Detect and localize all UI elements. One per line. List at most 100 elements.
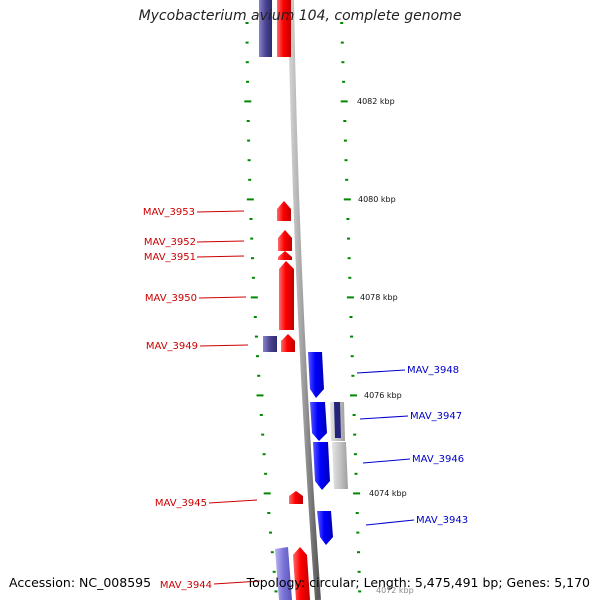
leader-mav-3949 xyxy=(199,344,249,347)
tick-left xyxy=(254,335,258,338)
scale-label-4074: 4074 kbp xyxy=(369,489,407,498)
leader-mav-3951 xyxy=(196,255,245,258)
label-mav-3947[interactable]: MAV_3947 xyxy=(410,411,462,422)
tick-left xyxy=(245,41,249,44)
gene-mav-3953[interactable] xyxy=(277,201,291,221)
gene-mav-3947-dark[interactable] xyxy=(334,402,341,438)
tick-right xyxy=(352,414,356,416)
gene-mav-3945[interactable] xyxy=(289,491,303,504)
label-mav-3951[interactable]: MAV_3951 xyxy=(144,252,196,263)
tick-left xyxy=(250,237,254,240)
leader-mav-3945 xyxy=(208,499,258,504)
tick-left xyxy=(246,120,250,122)
tick-left xyxy=(256,394,264,397)
label-mav-3944[interactable]: MAV_3944 xyxy=(160,580,212,591)
tick-left xyxy=(253,316,257,318)
tick-left xyxy=(246,80,249,83)
gene-mav-3952[interactable] xyxy=(278,230,292,251)
tick-right xyxy=(357,551,360,554)
tick-right xyxy=(356,531,360,534)
gene-mav-3943[interactable] xyxy=(317,511,333,545)
tick-right xyxy=(353,453,357,456)
scale-label-4080: 4080 kbp xyxy=(358,195,396,204)
label-mav-3953[interactable]: MAV_3953 xyxy=(143,207,195,218)
tick-left xyxy=(262,453,266,456)
tick-right xyxy=(353,433,357,436)
label-mav-3948[interactable]: MAV_3948 xyxy=(407,365,459,376)
tick-left xyxy=(256,355,259,358)
tick-left xyxy=(267,512,271,514)
gene-top-lavender[interactable] xyxy=(259,0,272,57)
gene-mav-3949[interactable] xyxy=(281,334,295,352)
tick-left xyxy=(272,570,276,573)
label-mav-3946[interactable]: MAV_3946 xyxy=(412,454,464,465)
accession-text: Accession: NC_008595 xyxy=(9,575,152,590)
scale-label-4082: 4082 kbp xyxy=(357,97,395,106)
tick-left xyxy=(274,590,278,593)
label-mav-3945[interactable]: MAV_3945 xyxy=(155,498,207,509)
tick-left xyxy=(270,551,274,554)
tick-left xyxy=(251,257,254,260)
forward-strand-genes xyxy=(259,0,310,600)
gene-mav-3944[interactable] xyxy=(293,547,310,600)
leader-mav-3952 xyxy=(196,240,245,243)
tick-left xyxy=(261,433,265,436)
scale-label-4076: 4076 kbp xyxy=(364,391,402,400)
tick-left xyxy=(269,531,272,534)
leader-mav-3947 xyxy=(359,415,409,420)
scale-ticks xyxy=(244,22,362,593)
tick-right xyxy=(346,296,354,299)
gene-mav-3950[interactable] xyxy=(279,261,294,330)
gene-mav-3946-grey[interactable] xyxy=(332,442,348,489)
tick-right xyxy=(343,198,351,201)
gene-mav-3949-partner[interactable] xyxy=(263,336,277,352)
gene-top-red[interactable] xyxy=(277,0,291,57)
reverse-strand-genes xyxy=(308,352,348,545)
tick-right xyxy=(350,335,354,338)
label-mav-3952[interactable]: MAV_3952 xyxy=(144,237,196,248)
gene-mav-3948[interactable] xyxy=(308,352,324,398)
tick-right xyxy=(345,178,349,181)
tick-right xyxy=(350,394,357,397)
tick-right xyxy=(347,237,350,240)
leader-mav-3946 xyxy=(362,458,411,464)
tick-left xyxy=(259,414,263,416)
tick-right xyxy=(355,512,359,514)
tick-right xyxy=(340,22,344,24)
tick-left xyxy=(249,218,253,220)
tick-left xyxy=(244,100,252,103)
leader-mav-3948 xyxy=(356,369,406,374)
tick-right xyxy=(343,139,347,142)
leader-mav-3944 xyxy=(213,580,261,585)
tick-left xyxy=(247,159,251,162)
tick-right xyxy=(358,590,362,593)
leader-mav-3953 xyxy=(196,210,245,213)
tick-right xyxy=(349,316,353,318)
tick-left xyxy=(245,22,249,24)
tick-right xyxy=(357,570,361,573)
gene-mav-3951[interactable] xyxy=(278,251,292,260)
tick-left xyxy=(263,492,271,495)
tick-right xyxy=(354,472,358,475)
tick-right xyxy=(344,159,348,162)
gene-mav-3944-lavender[interactable] xyxy=(275,547,292,600)
genome-backbone xyxy=(288,0,321,600)
label-mav-3950[interactable]: MAV_3950 xyxy=(145,293,197,304)
tick-left xyxy=(264,472,268,475)
tick-right xyxy=(353,492,361,495)
gene-mav-3946[interactable] xyxy=(313,442,330,490)
tick-right xyxy=(340,41,344,44)
tick-right xyxy=(342,80,346,83)
tick-left xyxy=(251,276,255,279)
tick-right xyxy=(347,257,351,260)
gene-mav-3947[interactable] xyxy=(310,402,327,441)
tick-left xyxy=(257,374,261,377)
tick-left xyxy=(245,61,249,64)
label-mav-3949[interactable]: MAV_3949 xyxy=(146,341,198,352)
tick-left xyxy=(250,296,258,299)
label-mav-3943[interactable]: MAV_3943 xyxy=(416,515,468,526)
leader-mav-3950 xyxy=(198,296,247,299)
scale-labels: 4082 kbp 4080 kbp 4078 kbp 4076 kbp 4074… xyxy=(357,97,414,595)
tick-left xyxy=(248,178,252,181)
